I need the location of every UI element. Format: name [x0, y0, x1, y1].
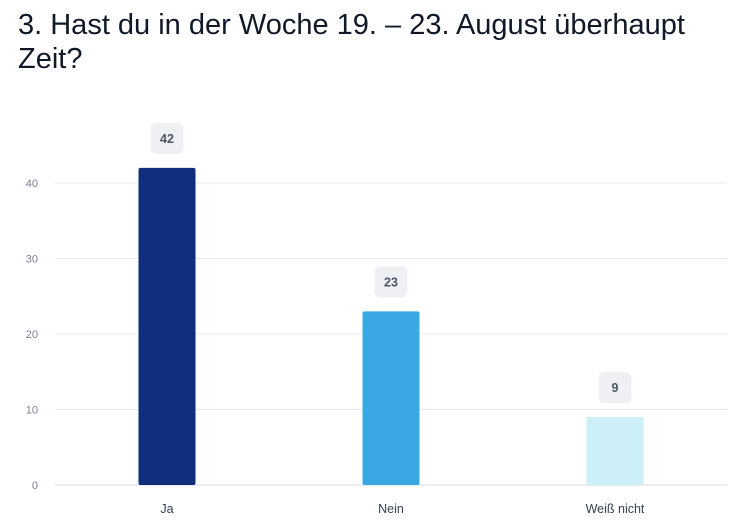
x-category-label: Ja	[160, 502, 173, 516]
bar	[362, 311, 420, 485]
x-category-label: Nein	[378, 502, 404, 516]
y-tick-label: 20	[26, 329, 38, 341]
data-label: 9	[612, 381, 619, 395]
y-tick-label: 0	[32, 480, 38, 492]
data-label: 23	[384, 275, 398, 289]
data-labels: 42 23 9	[150, 122, 632, 404]
x-axis-categories: Ja Nein Weiß nicht	[160, 502, 645, 516]
bar	[586, 417, 644, 485]
data-label: 42	[160, 132, 174, 146]
y-tick-label: 10	[26, 405, 38, 417]
data-label-background	[598, 372, 632, 404]
data-label-background	[374, 266, 408, 298]
page-title: 3. Hast du in der Woche 19. – 23. August…	[18, 9, 685, 75]
y-tick-label: 40	[26, 178, 38, 190]
bars	[138, 167, 644, 485]
bar	[138, 167, 196, 485]
x-category-label: Weiß nicht	[586, 502, 645, 516]
data-label-background	[150, 122, 184, 154]
y-axis-ticks: 0 10 20 30 40	[26, 178, 38, 492]
y-tick-label: 30	[26, 254, 38, 266]
